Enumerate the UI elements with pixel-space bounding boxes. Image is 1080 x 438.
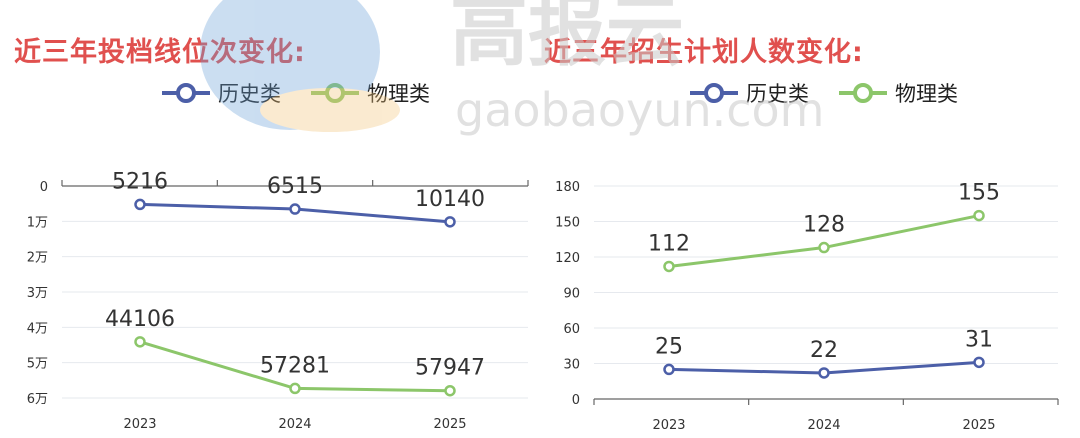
data-label-1-1: 128 bbox=[803, 213, 845, 238]
legend-swatch-physics bbox=[839, 83, 887, 103]
data-label-1-0: 112 bbox=[648, 231, 690, 256]
legend-swatch-physics bbox=[311, 83, 359, 103]
enrollment-chart-title: 近三年招生计划人数变化: bbox=[544, 37, 864, 68]
x-tick-label: 2025 bbox=[433, 417, 466, 432]
data-label-1-1: 57281 bbox=[260, 353, 330, 378]
data-label-1-0: 44106 bbox=[105, 307, 175, 332]
data-point-0-2[interactable] bbox=[973, 356, 985, 369]
data-label-1-2: 155 bbox=[958, 181, 1000, 206]
x-tick-label: 2024 bbox=[278, 417, 311, 432]
data-point-1-0[interactable] bbox=[134, 336, 146, 348]
y-tick-label: 3万 bbox=[27, 286, 48, 301]
y-tick-label: 2万 bbox=[27, 251, 48, 266]
data-point-0-1[interactable] bbox=[818, 367, 830, 379]
data-point-1-1[interactable] bbox=[818, 241, 830, 254]
data-point-1-1[interactable] bbox=[289, 382, 301, 395]
data-label-0-0: 25 bbox=[655, 334, 683, 359]
x-tick-label: 2024 bbox=[807, 418, 840, 433]
data-label-0-2: 10140 bbox=[415, 187, 485, 212]
legend-label-history: 历史类 bbox=[218, 82, 281, 106]
enrollment-chart-panel: 近三年招生计划人数变化: 历史类 物理类 0 30 60 90 120 150 180 202… bbox=[540, 0, 1080, 438]
y-tick-label: 5万 bbox=[27, 357, 48, 372]
y-tick-label: 4万 bbox=[27, 321, 48, 336]
y-tick-label: 0 bbox=[572, 393, 580, 408]
y-tick-label: 6万 bbox=[27, 392, 48, 407]
rank-line-chart: 0 1万 2万 3万 4万 5万 6万 2023 2024 2025 5216 6515 10140 44… bbox=[27, 169, 529, 432]
data-point-1-2[interactable] bbox=[444, 384, 456, 397]
enrollment-chart-legend: 历史类 物理类 bbox=[688, 78, 986, 108]
x-tick-label: 2025 bbox=[962, 418, 995, 433]
enrollment-line-chart: 0 30 60 90 120 150 180 2023 2024 2025 25 22 31 112 128… bbox=[555, 180, 1059, 433]
data-point-1-0[interactable] bbox=[663, 260, 675, 273]
rank-chart-title: 近三年投档线位次变化: bbox=[14, 37, 306, 68]
y-tick-label: 180 bbox=[555, 180, 580, 195]
legend-swatch-history bbox=[690, 83, 738, 103]
data-point-0-0[interactable] bbox=[134, 198, 146, 211]
data-point-0-2[interactable] bbox=[444, 216, 456, 228]
legend-item-physics[interactable]: 物理类 bbox=[837, 78, 958, 108]
data-label-0-2: 31 bbox=[965, 327, 993, 352]
data-label-0-1: 22 bbox=[810, 338, 838, 363]
legend-swatch-history bbox=[162, 83, 210, 103]
x-tick-label: 2023 bbox=[652, 418, 685, 433]
legend-label-physics: 物理类 bbox=[367, 82, 430, 106]
data-label-0-1: 6515 bbox=[267, 174, 323, 199]
rank-chart-legend: 历史类 物理类 bbox=[160, 78, 458, 108]
data-point-0-0[interactable] bbox=[663, 363, 675, 376]
legend-item-history[interactable]: 历史类 bbox=[688, 78, 809, 108]
y-tick-label: 120 bbox=[555, 251, 580, 266]
legend-label-physics: 物理类 bbox=[895, 82, 958, 106]
legend-item-history[interactable]: 历史类 bbox=[160, 78, 281, 108]
data-point-0-1[interactable] bbox=[289, 203, 301, 215]
x-tick-label: 2023 bbox=[123, 417, 156, 432]
data-label-0-0: 5216 bbox=[112, 169, 168, 194]
data-point-1-2[interactable] bbox=[973, 209, 985, 222]
y-tick-label: 1万 bbox=[27, 215, 48, 230]
y-tick-label: 30 bbox=[563, 358, 580, 373]
data-label-1-2: 57947 bbox=[415, 356, 485, 381]
y-tick-label: 150 bbox=[555, 216, 580, 231]
y-tick-label: 90 bbox=[563, 287, 580, 302]
y-tick-label: 0 bbox=[40, 180, 48, 195]
rank-chart-panel: 近三年投档线位次变化: 历史类 物理类 0 1万 2万 3万 4万 5万 6万 2023 202… bbox=[14, 37, 529, 432]
legend-label-history: 历史类 bbox=[746, 82, 809, 106]
y-tick-label: 60 bbox=[563, 322, 580, 337]
legend-item-physics[interactable]: 物理类 bbox=[309, 78, 430, 108]
